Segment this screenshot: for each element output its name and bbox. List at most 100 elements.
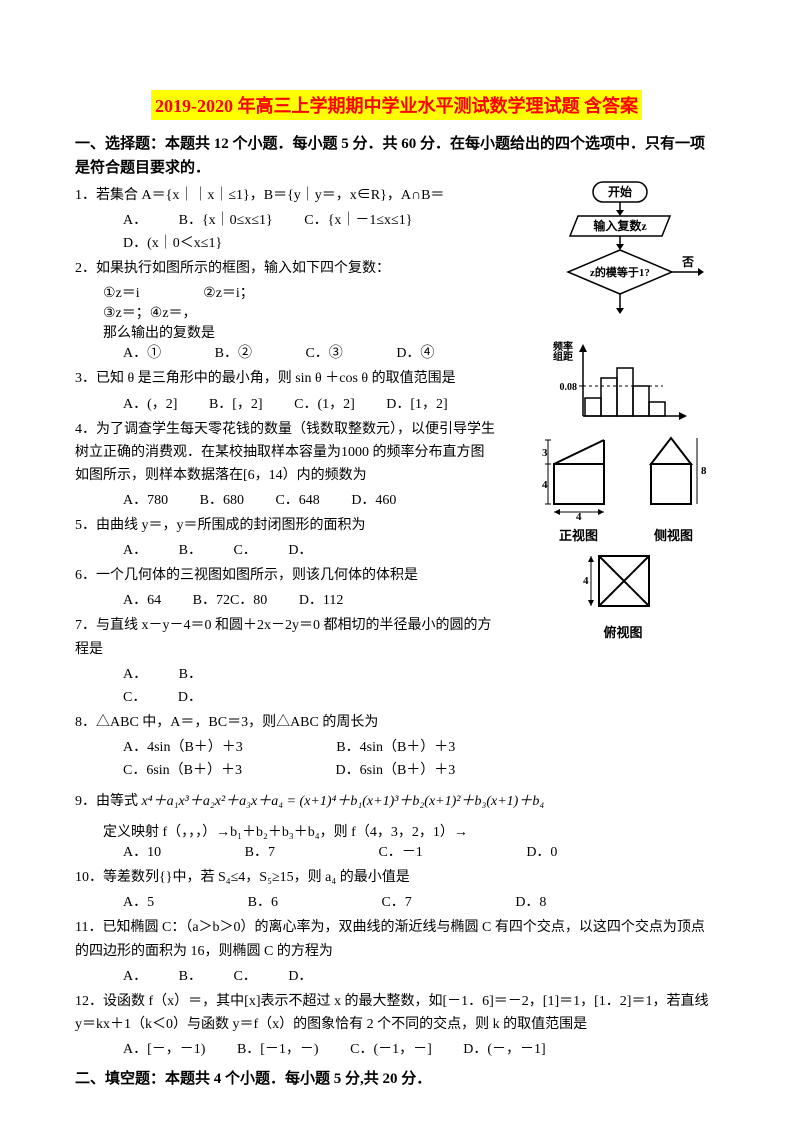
q1-stem: 1．若集合 A＝{x｜｜x｜≤1}，B＝{y｜y＝，x∈R}，A∩B＝ xyxy=(75,188,444,203)
q10-B: B．6 xyxy=(248,891,278,914)
q12: 12．设函数 f（x）＝，其中[x]表示不超过 x 的最大整数，如[－1．6]＝… xyxy=(75,990,718,1036)
fc-decision: z的模等于1? xyxy=(590,265,650,279)
q8-opts-2: C．6sin（B＋）＋3 D．6sin（B＋）＋3 xyxy=(123,759,718,782)
title-wrap: 2019-2020 年高三上学期期中学业水平测试数学理试题 含答案 xyxy=(75,90,718,120)
q8: 8．△ABC 中，A＝，BC＝3，则△ABC 的周长为 xyxy=(75,711,718,734)
top-view: 4 俯视图 xyxy=(528,550,718,641)
q11-stem: 11．已知椭圆 C：（a＞b＞0）的离心率为，双曲线的渐近线与椭圆 C 有四个交… xyxy=(75,920,705,958)
q2-D: D．④ xyxy=(396,342,434,365)
q1-D: D．(x｜0＜x≤1} xyxy=(123,232,222,255)
q10-A: A．5 xyxy=(123,891,154,914)
q10-C: C．7 xyxy=(381,891,411,914)
exam-title: 2019-2020 年高三上学期期中学业水平测试数学理试题 含答案 xyxy=(151,90,642,120)
figures-column: 开始 输入复数z z的模等于1? 否 xyxy=(528,180,718,649)
hist-ytick: 0.08 xyxy=(560,382,578,393)
q8-opts-1: A．4sin（B＋）＋3 B．4sin（B＋）＋3 xyxy=(123,736,718,759)
q10-opts: A．5 B．6 C．7 D．8 xyxy=(123,891,718,914)
q1-A: A． xyxy=(123,209,147,232)
q2-l2: ②z＝i； xyxy=(203,282,254,302)
front-h1: 3 xyxy=(542,447,548,459)
q11-B: B． xyxy=(179,965,202,988)
hist-ylabel2: 组距 xyxy=(553,350,573,363)
exam-page: 2019-2020 年高三上学期期中学业水平测试数学理试题 含答案 一、选择题：… xyxy=(0,0,793,1135)
q6-stem: 6．一个几何体的三视图如图所示，则该几何体的体积是 xyxy=(75,568,418,583)
q11-A: A． xyxy=(123,965,147,988)
q12-C: C．(－1，－] xyxy=(350,1038,432,1061)
section-2-heading: 二、填空题：本题共 4 个小题．每小题 5 分,共 20 分． xyxy=(75,1067,718,1091)
q2-B: B．② xyxy=(215,342,252,365)
q3-D: D．[1，2] xyxy=(386,393,447,416)
views-row-1: 3 4 4 正视图 8 侧视图 xyxy=(528,436,718,544)
q11-C: C． xyxy=(233,965,256,988)
q9-opts: A．10 B．7 C．－1 D．0 xyxy=(123,841,718,864)
q5-A: A． xyxy=(123,539,147,562)
q2-stem: 2．如果执行如图所示的框图，输入如下四个复数： xyxy=(75,261,390,276)
q7: 7．与直线 x－y－4＝0 和圆＋2x－2y＝0 都相切的半径最小的圆的方程是 xyxy=(75,614,495,660)
q9-D: D．0 xyxy=(526,841,557,864)
flowchart-figure: 开始 输入复数z z的模等于1? 否 xyxy=(528,180,718,330)
front-w: 4 xyxy=(576,511,582,520)
q10-stem: 10．等差数列{}中，若 S₄≤4，S₅≥15，则 a₄ 的最小值是 xyxy=(75,870,410,885)
q7-opts-2: C． D． xyxy=(123,686,718,709)
fc-start: 开始 xyxy=(608,184,632,199)
q2-A: A．① xyxy=(123,342,161,365)
fc-no: 否 xyxy=(681,255,694,269)
q8-B: B．4sin（B＋）＋3 xyxy=(336,736,455,759)
front-view: 3 4 4 正视图 xyxy=(540,436,618,544)
q7-A: A． xyxy=(123,663,147,686)
q9: 9．由等式 x⁴＋a₁x³＋a₂x²＋a₃x＋a₄ = (x+1)⁴＋b₁(x+… xyxy=(75,790,718,813)
q3-stem: 3．已知 θ 是三角形中的最小角，则 sin θ ＋cos θ 的取值范围是 xyxy=(75,371,456,386)
q6-A: A．64 xyxy=(123,589,161,612)
q3-A: A．(，2] xyxy=(123,393,177,416)
q10-D: D．8 xyxy=(515,891,546,914)
q12-opts: A．[－，－1) B．[－1，－) C．(－1，－] D．(－，－1] xyxy=(123,1038,718,1061)
histogram-figure: 频率 组距 0.08 xyxy=(528,338,718,428)
q9-stem: 9．由等式 xyxy=(75,794,138,809)
q7-C: C． xyxy=(123,686,146,709)
q8-C: C．6sin（B＋）＋3 xyxy=(123,759,242,782)
section-1-heading: 一、选择题：本题共 12 个小题．每小题 5 分．共 60 分．在每小题给出的四… xyxy=(75,132,718,180)
fc-input: 输入复数z xyxy=(593,218,647,233)
q11-opts: A． B． C． D． xyxy=(123,965,718,988)
q11: 11．已知椭圆 C：（a＞b＞0）的离心率为，双曲线的渐近线与椭圆 C 有四个交… xyxy=(75,916,718,962)
q10: 10．等差数列{}中，若 S₄≤4，S₅≥15，则 a₄ 的最小值是 xyxy=(75,866,718,889)
q7-opts-1: A． B． xyxy=(123,663,718,686)
svg-text:4: 4 xyxy=(542,479,548,491)
q4-A: A．780 xyxy=(123,489,168,512)
q9-B: B．7 xyxy=(245,841,275,864)
side-h: 8 xyxy=(701,465,707,477)
q4-stem: 4．为了调查学生每天零花钱的数量（钱数取整数元），以便引导学生树立正确的消费观．… xyxy=(75,422,495,483)
top-label: 俯视图 xyxy=(528,622,718,641)
q12-B: B．[－1，－) xyxy=(237,1038,319,1061)
q7-B: B． xyxy=(179,663,202,686)
q9-C: C．－1 xyxy=(378,841,422,864)
q3-C: C．(1，2] xyxy=(294,393,355,416)
q12-D: D．(－，－1] xyxy=(463,1038,545,1061)
q5-D: D． xyxy=(288,539,312,562)
q3-B: B．[，2] xyxy=(209,393,263,416)
q9-formula: x⁴＋a₁x³＋a₂x²＋a₃x＋a₄ = (x+1)⁴＋b₁(x+1)³＋b₂… xyxy=(142,794,545,809)
q7-stem: 7．与直线 x－y－4＝0 和圆＋2x－2y＝0 都相切的半径最小的圆的方程是 xyxy=(75,618,492,656)
q1-B: B．{x｜0≤x≤1} xyxy=(179,209,273,232)
q4-B: B．680 xyxy=(200,489,244,512)
q9-l2: 定义映射 f（，，，）→b₁＋b₂＋b₃＋b₄，则 f（4，3，2，1）→ xyxy=(103,821,718,841)
side-view: 8 侧视图 xyxy=(641,436,707,544)
q6-B: B．72C．80 xyxy=(193,589,268,612)
q4-D: D．460 xyxy=(351,489,396,512)
q5-C: C． xyxy=(233,539,256,562)
q2-l1: ①z＝i xyxy=(103,282,140,302)
q5-stem: 5．由曲线 y＝，y＝所围成的封闭图形的面积为 xyxy=(75,518,366,533)
q9-A: A．10 xyxy=(123,841,161,864)
front-label: 正视图 xyxy=(540,525,618,544)
q1-C: C．{x｜－1≤x≤1} xyxy=(304,209,412,232)
q8-stem: 8．△ABC 中，A＝，BC＝3，则△ABC 的周长为 xyxy=(75,715,378,730)
q2-C: C．③ xyxy=(305,342,342,365)
q11-D: D． xyxy=(288,965,312,988)
top-h: 4 xyxy=(583,575,589,587)
q6-D: D．112 xyxy=(299,589,344,612)
q4: 4．为了调查学生每天零花钱的数量（钱数取整数元），以便引导学生树立正确的消费观．… xyxy=(75,418,495,487)
side-label: 侧视图 xyxy=(641,525,707,544)
q12-stem: 12．设函数 f（x）＝，其中[x]表示不超过 x 的最大整数，如[－1．6]＝… xyxy=(75,994,708,1032)
q8-A: A．4sin（B＋）＋3 xyxy=(123,736,243,759)
q8-D: D．6sin（B＋）＋3 xyxy=(336,759,456,782)
